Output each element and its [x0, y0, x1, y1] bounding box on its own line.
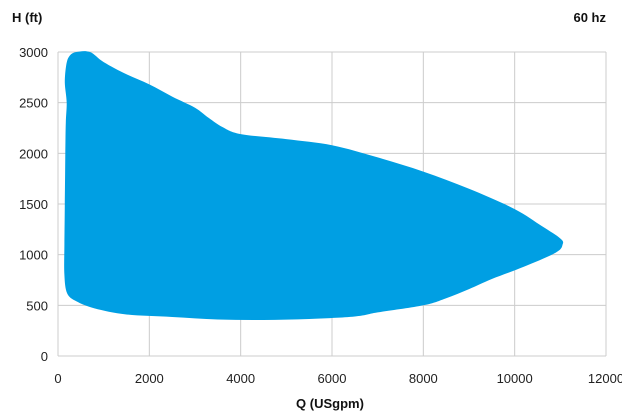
y-tick-label: 2500 — [19, 96, 48, 111]
x-tick-label: 6000 — [318, 371, 347, 386]
operating-range-area — [64, 51, 564, 321]
tick-labels: 0 500 1000 1500 2000 2500 3000 0 2000 4000 6000 800… — [19, 45, 622, 386]
y-tick-label: 2000 — [19, 146, 48, 161]
frequency-annotation: 60 hz — [573, 10, 606, 25]
x-tick-label: 4000 — [226, 371, 255, 386]
x-tick-label: 12000 — [588, 371, 622, 386]
y-tick-label: 1500 — [19, 197, 48, 212]
y-axis-title: H (ft) — [12, 10, 42, 25]
x-tick-label: 0 — [54, 371, 61, 386]
plot-area — [64, 51, 564, 321]
y-tick-label: 500 — [26, 298, 48, 313]
x-tick-label: 10000 — [497, 371, 533, 386]
x-tick-label: 8000 — [409, 371, 438, 386]
x-axis-title: Q (USgpm) — [296, 396, 364, 411]
x-tick-label: 2000 — [135, 371, 164, 386]
y-tick-label: 3000 — [19, 45, 48, 60]
y-tick-label: 0 — [41, 349, 48, 364]
y-tick-label: 1000 — [19, 248, 48, 263]
